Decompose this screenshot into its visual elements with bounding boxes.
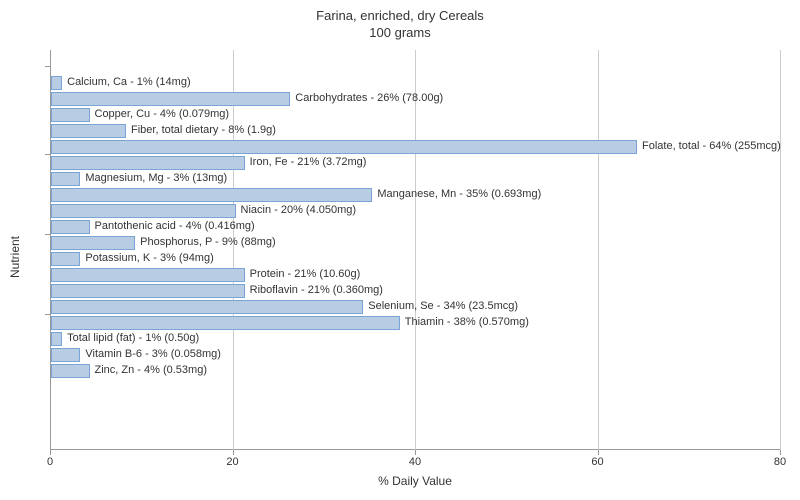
bar [51,156,245,170]
plot-area: Calcium, Ca - 1% (14mg) Carbohydrates - 2… [50,50,780,450]
bar-label: Copper, Cu - 4% (0.079mg) [89,106,230,122]
bar-label: Zinc, Zn - 4% (0.53mg) [89,362,207,378]
bar-row: Total lipid (fat) - 1% (0.50g) [50,330,780,346]
bar [51,108,90,122]
x-tick [598,450,599,455]
bar-label: Riboflavin - 21% (0.360mg) [244,282,383,298]
bar-row: Niacin - 20% (4.050mg) [50,202,780,218]
bar [51,92,290,106]
bar-label: Magnesium, Mg - 3% (13mg) [79,170,227,186]
chart-title: Farina, enriched, dry Cereals 100 grams [0,0,800,42]
bar [51,364,90,378]
bar-row: Manganese, Mn - 35% (0.693mg) [50,186,780,202]
bar-row: Potassium, K - 3% (94mg) [50,250,780,266]
bar [51,172,80,186]
bar-row: Zinc, Zn - 4% (0.53mg) [50,362,780,378]
bar-row: Copper, Cu - 4% (0.079mg) [50,106,780,122]
bar [51,220,90,234]
x-tick [50,450,51,455]
x-tick-label: 40 [409,456,421,468]
bar-label: Pantothenic acid - 4% (0.416mg) [89,218,255,234]
bar-row: Protein - 21% (10.60g) [50,266,780,282]
bar-row: Folate, total - 64% (255mcg) [50,138,780,154]
x-tick [415,450,416,455]
bar [51,300,363,314]
bar-label: Iron, Fe - 21% (3.72mg) [244,154,367,170]
bar-row: Selenium, Se - 34% (23.5mcg) [50,298,780,314]
chart-title-line2: 100 grams [369,25,430,40]
bar-row: Thiamin - 38% (0.570mg) [50,314,780,330]
bar [51,236,135,250]
bar-label: Carbohydrates - 26% (78.00g) [289,90,443,106]
bar-label: Total lipid (fat) - 1% (0.50g) [61,330,199,346]
x-tick-label: 60 [591,456,603,468]
bar [51,140,637,154]
bar-row: Fiber, total dietary - 8% (1.9g) [50,122,780,138]
bar [51,252,80,266]
bar [51,188,372,202]
x-tick-label: 20 [226,456,238,468]
bar-label: Fiber, total dietary - 8% (1.9g) [125,122,276,138]
chart-title-line1: Farina, enriched, dry Cereals [316,8,484,23]
bar-label: Folate, total - 64% (255mcg) [636,138,781,154]
nutrient-bar-chart: Farina, enriched, dry Cereals 100 grams … [0,0,800,500]
bar-row: Calcium, Ca - 1% (14mg) [50,74,780,90]
bar-label: Selenium, Se - 34% (23.5mcg) [362,298,518,314]
bar [51,204,236,218]
bar-label: Potassium, K - 3% (94mg) [79,250,213,266]
bar-row: Vitamin B-6 - 3% (0.058mg) [50,346,780,362]
bar-label: Manganese, Mn - 35% (0.693mg) [371,186,541,202]
bar-label: Vitamin B-6 - 3% (0.058mg) [79,346,221,362]
bar-row: Iron, Fe - 21% (3.72mg) [50,154,780,170]
bar-row: Carbohydrates - 26% (78.00g) [50,90,780,106]
y-axis-title: Nutrient [8,236,22,278]
x-tick [780,450,781,455]
x-tick-label: 0 [47,456,53,468]
bar-label: Niacin - 20% (4.050mg) [235,202,357,218]
bar-row: Phosphorus, P - 9% (88mg) [50,234,780,250]
bar-label: Calcium, Ca - 1% (14mg) [61,74,190,90]
bar-label: Thiamin - 38% (0.570mg) [399,314,529,330]
bar-row: Pantothenic acid - 4% (0.416mg) [50,218,780,234]
bar [51,268,245,282]
bar [51,124,126,138]
bar-row: Riboflavin - 21% (0.360mg) [50,282,780,298]
x-axis-title: % Daily Value [378,474,452,488]
x-tick-label: 80 [774,456,786,468]
bar [51,348,80,362]
x-tick [233,450,234,455]
bar [51,316,400,330]
bar-label: Phosphorus, P - 9% (88mg) [134,234,276,250]
bar-row: Magnesium, Mg - 3% (13mg) [50,170,780,186]
bars-container: Calcium, Ca - 1% (14mg) Carbohydrates - 2… [50,50,780,450]
gridline [780,50,781,450]
bar-label: Protein - 21% (10.60g) [244,266,361,282]
bar [51,284,245,298]
